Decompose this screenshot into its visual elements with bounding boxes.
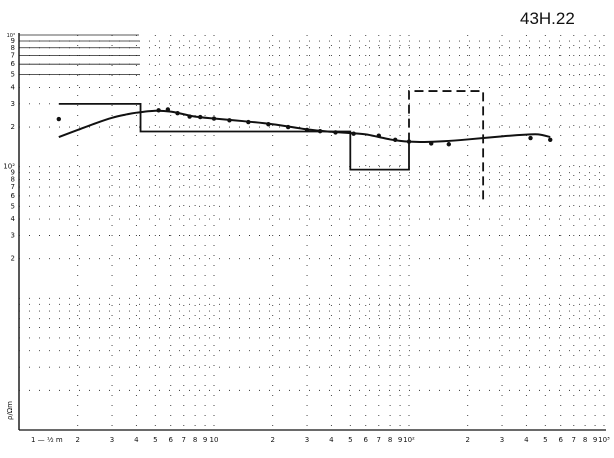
y-tick-label: 9 <box>11 37 15 45</box>
x-tick-labels: 2 3 4 5 6 7 8 9 10 2 3 4 5 6 7 8 9 10² 2 3 4 5 6 7 8 9 10³ <box>75 436 610 444</box>
measured-point <box>187 114 192 119</box>
measured-points <box>56 107 553 147</box>
x-tick-label: 6 <box>169 436 174 444</box>
x-tick-label: 10 <box>210 436 219 444</box>
series-layer <box>58 90 551 201</box>
x-tick-label: 9 <box>398 436 402 444</box>
measured-point <box>266 122 271 127</box>
grid <box>19 34 605 430</box>
measured-point <box>333 130 338 135</box>
x-tick-label: 4 <box>524 436 529 444</box>
measured-point <box>317 128 323 134</box>
y-tick-label: 5 <box>11 71 15 79</box>
x-tick-label: 6 <box>364 436 369 444</box>
x-tick-label: 8 <box>583 436 587 444</box>
y-tick-label: 8 <box>11 175 15 183</box>
x-tick-label: 10² <box>403 436 415 444</box>
y-tick-label: 2 <box>11 255 15 263</box>
y-tick-label: 8 <box>11 44 15 52</box>
y-tick-label: 7 <box>11 183 15 191</box>
y-tick-label: 10³ <box>7 33 15 39</box>
x-tick-label: 8 <box>388 436 392 444</box>
measured-point <box>548 137 553 142</box>
measured-point <box>227 118 232 123</box>
measured-point <box>393 137 398 142</box>
figure-code: 43H.22 <box>520 9 575 28</box>
x-axis-note: 1 — ¹⁄₂ m <box>31 436 63 444</box>
y-tick-label: 6 <box>11 60 16 68</box>
x-tick-label: 2 <box>270 436 274 444</box>
x-tick-label: 7 <box>572 436 576 444</box>
x-tick-label: 7 <box>182 436 186 444</box>
x-tick-label: 3 <box>500 436 504 444</box>
measured-point <box>175 110 180 116</box>
x-tick-label: 6 <box>559 436 564 444</box>
measured-point <box>376 133 381 138</box>
measured-point <box>285 124 291 130</box>
measured-point <box>429 141 434 146</box>
x-tick-label: 2 <box>75 436 79 444</box>
x-tick-label: 2 <box>465 436 469 444</box>
measured-point <box>198 114 203 120</box>
y-tick-label: 4 <box>11 83 16 91</box>
y-tick-label: 4 <box>11 215 16 223</box>
y-tick-label: 10² <box>3 163 15 171</box>
series-step-solid <box>58 102 410 171</box>
x-tick-label: 5 <box>348 436 352 444</box>
x-tick-label: 10³ <box>598 436 610 444</box>
measured-point <box>156 108 161 113</box>
plot-frame <box>18 33 606 431</box>
measured-point <box>56 116 62 122</box>
x-tick-label: 5 <box>543 436 547 444</box>
x-tick-label: 4 <box>134 436 139 444</box>
series-step-dashed <box>408 90 485 201</box>
x-tick-label: 9 <box>593 436 597 444</box>
y-tick-label: 6 <box>11 192 16 200</box>
measured-point <box>246 119 251 125</box>
measured-point <box>304 127 310 133</box>
x-tick-label: 9 <box>203 436 207 444</box>
y-tick-label: 5 <box>11 202 15 210</box>
x-tick-label: 7 <box>377 436 381 444</box>
measured-point <box>446 142 452 147</box>
y-axis-label: ρ/Ωm <box>6 401 14 420</box>
x-tick-label: 4 <box>329 436 334 444</box>
measured-point <box>528 135 533 141</box>
x-tick-label: 3 <box>110 436 114 444</box>
measured-point <box>211 116 217 121</box>
series-smooth-curve <box>58 109 551 143</box>
measured-point <box>406 139 412 144</box>
y-tick-label: 3 <box>11 100 15 108</box>
y-tick-label: 3 <box>11 232 15 240</box>
y-tick-label: 9 <box>11 169 15 177</box>
x-tick-label: 8 <box>193 436 197 444</box>
y-tick-label: 2 <box>11 123 15 131</box>
measured-point <box>165 107 171 112</box>
measured-point <box>351 131 356 136</box>
x-tick-label: 5 <box>153 436 157 444</box>
x-tick-label: 3 <box>305 436 309 444</box>
y-tick-label: 7 <box>11 51 15 59</box>
